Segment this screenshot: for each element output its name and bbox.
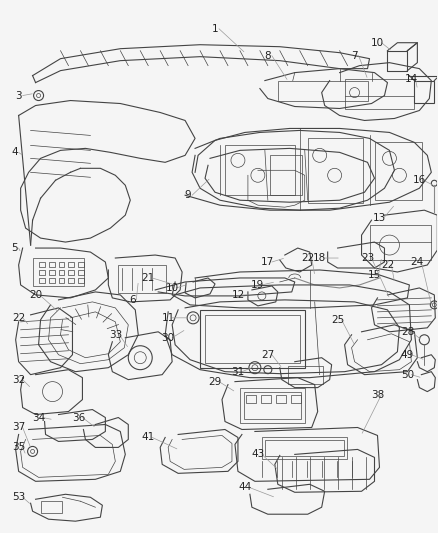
- Text: 13: 13: [373, 213, 386, 223]
- Bar: [59, 262, 64, 267]
- Bar: [59, 278, 64, 283]
- Text: 8: 8: [265, 51, 271, 61]
- Bar: [68, 278, 74, 283]
- Bar: [59, 270, 64, 275]
- Bar: [261, 394, 271, 402]
- Text: 27: 27: [261, 350, 275, 360]
- Bar: [49, 262, 54, 267]
- Text: 33: 33: [109, 330, 122, 340]
- Bar: [41, 501, 63, 513]
- Bar: [49, 278, 54, 283]
- Text: 22: 22: [12, 313, 25, 323]
- Bar: [78, 262, 85, 267]
- Bar: [39, 262, 45, 267]
- Text: 22: 22: [301, 253, 314, 263]
- Text: 21: 21: [141, 273, 155, 283]
- Bar: [68, 262, 74, 267]
- Text: 14: 14: [405, 74, 418, 84]
- Bar: [370, 225, 431, 260]
- Bar: [278, 80, 367, 101]
- Text: 30: 30: [162, 333, 175, 343]
- Text: 16: 16: [413, 175, 426, 185]
- Text: 38: 38: [371, 390, 384, 400]
- Bar: [276, 394, 286, 402]
- Text: 5: 5: [11, 243, 18, 253]
- Text: 18: 18: [313, 253, 326, 263]
- Text: 49: 49: [401, 350, 414, 360]
- Bar: [291, 394, 301, 402]
- Text: 36: 36: [72, 413, 85, 423]
- Text: 31: 31: [231, 367, 244, 377]
- Text: 24: 24: [411, 257, 424, 267]
- Bar: [78, 270, 85, 275]
- Text: 7: 7: [351, 51, 358, 61]
- Bar: [288, 366, 323, 384]
- Text: 19: 19: [251, 280, 265, 290]
- Text: 17: 17: [261, 257, 275, 267]
- Bar: [39, 278, 45, 283]
- Text: 1: 1: [212, 24, 218, 34]
- Bar: [270, 155, 302, 195]
- Text: 4: 4: [11, 147, 18, 157]
- Text: 41: 41: [141, 432, 155, 442]
- Text: 29: 29: [208, 377, 222, 386]
- Text: 37: 37: [12, 423, 25, 432]
- Text: 6: 6: [129, 295, 136, 305]
- Text: 25: 25: [331, 315, 344, 325]
- Bar: [68, 270, 74, 275]
- Bar: [374, 142, 422, 200]
- Text: 20: 20: [29, 290, 42, 300]
- Bar: [244, 392, 301, 418]
- Text: 28: 28: [401, 327, 414, 337]
- Text: 43: 43: [251, 449, 265, 459]
- Text: 35: 35: [12, 442, 25, 453]
- Text: 12: 12: [231, 290, 244, 300]
- Bar: [414, 80, 434, 102]
- Bar: [118, 265, 166, 293]
- Text: 53: 53: [12, 492, 25, 502]
- Bar: [78, 278, 85, 283]
- Bar: [265, 440, 343, 456]
- Bar: [246, 394, 256, 402]
- Text: 9: 9: [185, 190, 191, 200]
- Text: 10: 10: [166, 283, 179, 293]
- Text: 34: 34: [32, 413, 45, 423]
- Text: 3: 3: [15, 91, 22, 101]
- Bar: [205, 315, 300, 362]
- Bar: [262, 438, 346, 459]
- Text: 23: 23: [361, 253, 374, 263]
- Bar: [49, 270, 54, 275]
- Bar: [32, 258, 85, 286]
- Bar: [200, 310, 305, 368]
- Text: 22: 22: [381, 260, 394, 270]
- Text: 50: 50: [401, 370, 414, 379]
- Text: 15: 15: [368, 270, 381, 280]
- Text: 44: 44: [238, 482, 251, 492]
- Bar: [240, 387, 305, 423]
- Bar: [345, 78, 414, 109]
- Bar: [39, 270, 45, 275]
- Text: 10: 10: [371, 38, 384, 48]
- Text: 32: 32: [12, 375, 25, 385]
- Bar: [308, 139, 363, 203]
- Bar: [225, 146, 295, 195]
- Text: 11: 11: [162, 313, 175, 323]
